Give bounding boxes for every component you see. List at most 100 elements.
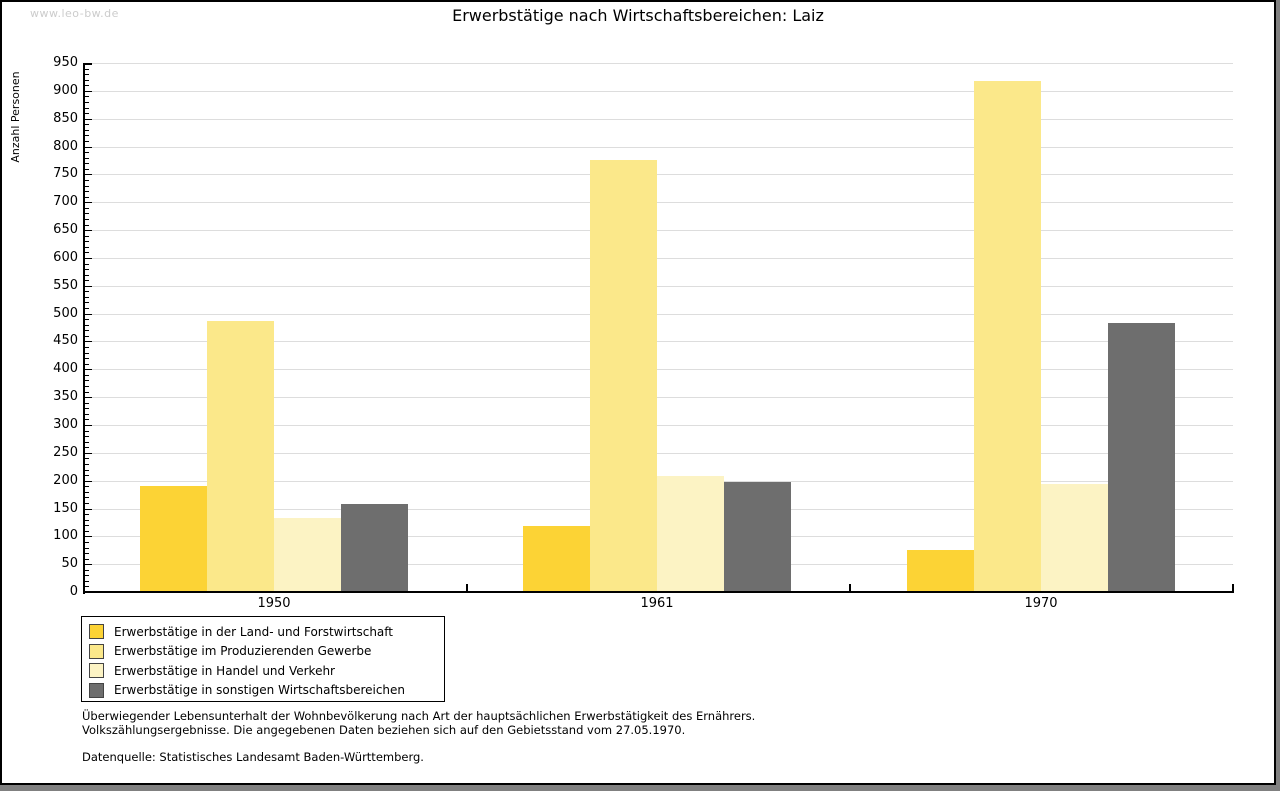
chart-title: Erwerbstätige nach Wirtschaftsbereichen:…	[452, 6, 824, 25]
legend-swatch-icon	[89, 663, 104, 679]
y-minor-tick	[85, 124, 89, 126]
y-minor-tick	[85, 152, 89, 154]
gridline	[84, 257, 1233, 259]
y-minor-tick	[85, 486, 89, 488]
y-major-tick	[85, 90, 92, 92]
y-major-tick	[85, 146, 92, 148]
y-minor-tick	[85, 558, 89, 560]
y-minor-tick	[85, 463, 89, 465]
y-minor-tick	[85, 436, 89, 438]
y-minor-tick	[85, 241, 89, 243]
y-minor-tick	[85, 68, 89, 70]
y-minor-tick	[85, 163, 89, 165]
legend-row: Erwerbstätige in Handel und Verkehr	[89, 661, 444, 681]
y-minor-tick	[85, 274, 89, 276]
bar-1950-series-2	[207, 320, 274, 592]
y-minor-tick	[85, 525, 89, 527]
bar-1961-series-2	[590, 160, 657, 592]
y-minor-tick	[85, 324, 89, 326]
gridline	[84, 230, 1233, 232]
y-minor-tick	[85, 553, 89, 554]
bar-1961-series-4	[724, 481, 791, 592]
bar-1970-series-3	[1041, 484, 1108, 592]
y-minor-tick	[85, 157, 89, 159]
y-minor-tick	[85, 530, 89, 532]
gridline	[84, 118, 1233, 120]
y-minor-tick	[85, 224, 89, 226]
bar-1950-series-3	[274, 517, 341, 592]
y-tick-label: 0	[69, 584, 78, 599]
y-tick-label: 100	[53, 528, 78, 544]
bar-1950-series-1	[140, 486, 207, 592]
y-tick-label: 900	[53, 82, 78, 98]
y-major-tick	[85, 536, 92, 538]
gridline	[84, 90, 1233, 92]
gridline	[84, 285, 1233, 287]
y-minor-tick	[85, 196, 89, 198]
y-minor-tick	[85, 74, 89, 76]
y-minor-tick	[85, 102, 89, 103]
footnote: Überwiegender Lebensunterhalt der Wohnbe…	[82, 709, 755, 764]
y-minor-tick	[85, 269, 89, 270]
legend-label: Erwerbstätige im Produzierenden Gewerbe	[114, 644, 372, 659]
y-minor-tick	[85, 235, 89, 237]
y-tick-label: 850	[53, 110, 78, 126]
y-tick-label: 700	[53, 194, 78, 210]
source-line: Datenquelle: Statistisches Landesamt Bad…	[82, 750, 424, 764]
y-minor-tick	[85, 380, 89, 382]
y-minor-tick	[85, 302, 89, 304]
y-tick-label: 400	[53, 361, 78, 377]
y-tick-label: 650	[53, 222, 78, 238]
footnote-line-2: Volkszählungsergebnisse. Die angegebenen…	[82, 723, 686, 737]
x-axis-line	[83, 591, 1234, 593]
bar-1970-series-2	[974, 80, 1041, 592]
y-minor-tick	[85, 430, 89, 432]
y-minor-tick	[85, 458, 89, 460]
y-minor-tick	[85, 129, 89, 131]
legend-label: Erwerbstätige in sonstigen Wirtschaftsbe…	[114, 683, 406, 698]
gridline	[84, 313, 1233, 315]
y-minor-tick	[85, 330, 89, 332]
y-minor-tick	[85, 363, 89, 365]
y-minor-tick	[85, 413, 89, 415]
bar-1970-series-1	[907, 550, 974, 592]
y-tick-label: 750	[53, 166, 78, 182]
y-tick-label: 200	[53, 472, 78, 488]
y-minor-tick	[85, 569, 89, 571]
y-major-tick	[85, 508, 92, 510]
y-minor-tick	[85, 386, 89, 387]
gridline	[84, 341, 1233, 343]
y-minor-tick	[85, 469, 89, 471]
y-major-tick	[85, 424, 92, 426]
bar-1961-series-3	[657, 476, 724, 592]
y-minor-tick	[85, 475, 89, 477]
y-major-tick	[85, 202, 92, 204]
y-major-tick	[85, 230, 92, 232]
y-minor-tick	[85, 335, 89, 337]
legend-swatch-icon	[89, 624, 104, 640]
legend-row: Erwerbstätige im Produzierenden Gewerbe	[89, 642, 444, 662]
y-minor-tick	[85, 185, 89, 187]
y-minor-tick	[85, 547, 89, 549]
gridline	[84, 369, 1233, 371]
y-minor-tick	[85, 263, 89, 265]
gridline	[84, 63, 1233, 64]
footnote-line-1: Überwiegender Lebensunterhalt der Wohnbe…	[82, 709, 756, 723]
legend-swatch-icon	[89, 643, 104, 659]
y-major-tick	[85, 564, 92, 566]
y-major-tick	[85, 285, 92, 287]
y-minor-tick	[85, 441, 89, 443]
y-tick-label: 950	[53, 55, 78, 70]
y-minor-tick	[85, 135, 89, 137]
y-tick-label: 250	[53, 444, 78, 460]
legend-row: Erwerbstätige in sonstigen Wirtschaftsbe…	[89, 681, 444, 701]
y-major-tick	[85, 369, 92, 371]
y-tick-label: 800	[53, 138, 78, 154]
legend-label: Erwerbstätige in der Land- und Forstwirt…	[114, 624, 393, 639]
y-tick-label: 300	[53, 416, 78, 432]
y-minor-tick	[85, 319, 89, 321]
y-minor-tick	[85, 79, 89, 81]
y-tick-label: 450	[53, 333, 78, 349]
